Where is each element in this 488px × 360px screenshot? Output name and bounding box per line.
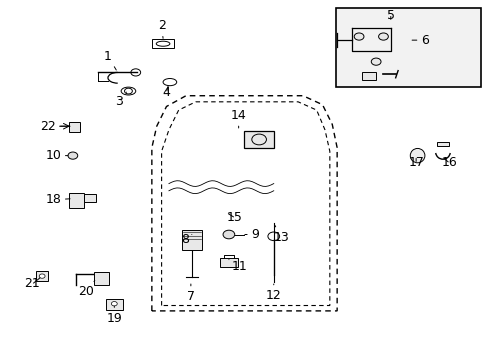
Bar: [244, 131, 273, 148]
Bar: [69, 193, 83, 208]
Text: 22: 22: [41, 120, 70, 133]
Circle shape: [68, 152, 78, 159]
Text: 5: 5: [386, 9, 394, 22]
Bar: [83, 194, 96, 202]
Bar: [69, 122, 80, 132]
Text: 20: 20: [78, 280, 95, 298]
Circle shape: [39, 274, 45, 278]
Text: 6: 6: [411, 33, 428, 47]
Text: 16: 16: [441, 156, 456, 169]
Text: 19: 19: [106, 306, 122, 325]
Circle shape: [353, 33, 363, 40]
Bar: [436, 142, 448, 146]
Bar: [152, 40, 173, 48]
Bar: [361, 72, 375, 80]
Text: 3: 3: [115, 92, 126, 108]
Circle shape: [378, 33, 387, 40]
Ellipse shape: [409, 148, 424, 163]
Text: 1: 1: [104, 50, 116, 70]
Text: 7: 7: [186, 284, 194, 303]
Text: 10: 10: [45, 149, 68, 162]
Bar: [335, 8, 481, 87]
Text: 4: 4: [162, 86, 170, 99]
Text: 21: 21: [24, 278, 40, 291]
Text: 13: 13: [273, 225, 288, 244]
Text: 8: 8: [181, 233, 191, 246]
Circle shape: [370, 58, 380, 65]
Circle shape: [111, 302, 117, 306]
Bar: [220, 258, 237, 267]
Text: 18: 18: [45, 193, 70, 206]
Bar: [94, 272, 109, 285]
Text: 9: 9: [244, 228, 259, 241]
Bar: [105, 299, 123, 310]
Text: 11: 11: [228, 260, 247, 273]
Text: 14: 14: [230, 109, 246, 128]
Text: 17: 17: [407, 156, 423, 169]
Text: 15: 15: [226, 211, 242, 224]
Circle shape: [223, 230, 234, 239]
Bar: [36, 271, 48, 282]
Bar: [182, 230, 201, 250]
Text: 12: 12: [265, 284, 281, 302]
Text: 2: 2: [157, 19, 165, 39]
